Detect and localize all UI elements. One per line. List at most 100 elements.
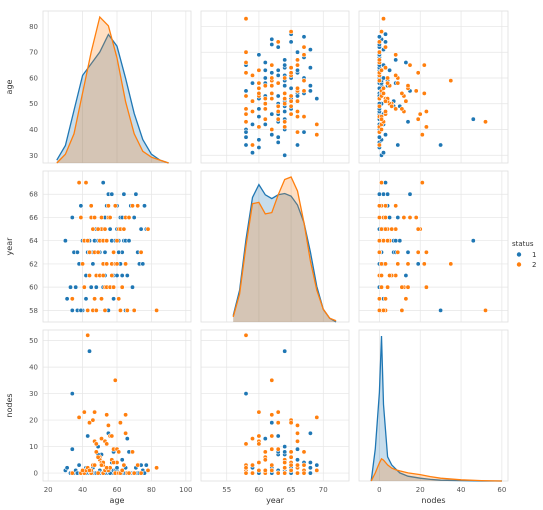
point-status-2	[256, 409, 262, 415]
point-status-2	[282, 459, 288, 465]
point-status-2	[123, 430, 129, 436]
point-status-1	[275, 93, 281, 99]
point-status-1	[438, 307, 444, 313]
point-status-2	[275, 39, 281, 45]
point-status-2	[117, 420, 123, 426]
point-status-2	[288, 467, 294, 473]
point-status-1	[470, 238, 476, 244]
point-status-2	[104, 465, 110, 471]
point-status-2	[282, 101, 288, 107]
legend-marker-status-1	[516, 251, 522, 258]
y-tick-label-age: 50	[29, 100, 38, 108]
point-status-2	[93, 449, 99, 455]
point-status-1	[256, 106, 262, 112]
point-status-2	[376, 39, 382, 45]
point-status-1	[382, 39, 388, 45]
y-tick-label-year: 64	[29, 237, 38, 245]
point-status-2	[389, 103, 395, 109]
point-status-1	[243, 129, 249, 135]
point-status-2	[288, 93, 294, 99]
point-status-2	[243, 59, 249, 65]
point-status-1	[256, 137, 262, 143]
point-status-2	[85, 238, 91, 244]
kde-line-status-1	[232, 183, 337, 323]
point-status-2	[482, 119, 488, 125]
point-status-2	[413, 215, 419, 221]
point-status-1	[307, 47, 313, 53]
point-status-1	[116, 249, 122, 255]
point-status-2	[145, 226, 151, 232]
point-status-2	[126, 470, 132, 476]
point-status-1	[256, 52, 262, 58]
point-status-1	[294, 142, 300, 148]
point-status-2	[314, 414, 320, 420]
point-status-1	[382, 132, 388, 138]
point-status-2	[399, 284, 405, 290]
point-status-2	[243, 332, 249, 338]
point-status-2	[123, 261, 129, 267]
point-status-2	[256, 90, 262, 96]
point-status-2	[419, 180, 425, 186]
point-status-1	[78, 307, 84, 313]
point-status-2	[405, 83, 411, 89]
point-status-2	[275, 409, 281, 415]
point-status-2	[415, 249, 421, 255]
kde-line-status-2	[56, 15, 169, 164]
point-status-2	[250, 462, 256, 468]
x-tick-label-year: 55	[222, 486, 231, 494]
point-status-1	[76, 462, 82, 468]
point-status-2	[288, 420, 294, 426]
point-status-1	[119, 272, 125, 278]
point-status-2	[301, 44, 307, 50]
point-status-2	[294, 114, 300, 120]
panel-age-vs-year	[200, 10, 350, 164]
point-status-2	[393, 106, 399, 112]
point-status-1	[69, 391, 75, 397]
point-status-2	[95, 470, 101, 476]
point-status-2	[256, 459, 262, 465]
x-tick-label-age: 60	[113, 486, 122, 494]
point-status-1	[124, 436, 130, 442]
point-status-1	[387, 215, 393, 221]
point-status-2	[382, 65, 388, 71]
y-tick-label-year: 60	[29, 284, 38, 292]
point-status-2	[393, 72, 399, 78]
point-status-2	[112, 377, 118, 383]
y-tick-label-age: 80	[29, 23, 38, 31]
point-status-2	[123, 412, 129, 418]
point-status-1	[376, 34, 382, 40]
point-status-2	[269, 462, 275, 468]
point-status-2	[83, 180, 89, 186]
point-status-1	[269, 36, 275, 42]
point-status-1	[282, 348, 288, 354]
y-tick-label-nodes: 50	[29, 337, 38, 345]
y-tick-label-year: 62	[29, 260, 38, 268]
point-status-1	[393, 57, 399, 63]
point-status-2	[301, 449, 307, 455]
point-status-1	[250, 80, 256, 86]
point-status-1	[387, 67, 393, 73]
point-status-2	[288, 65, 294, 71]
x-tick-label-age: 80	[147, 486, 156, 494]
x-axis-label-nodes: nodes	[421, 496, 445, 505]
point-status-1	[314, 96, 320, 102]
point-status-2	[403, 98, 409, 104]
y-tick-label-nodes: 0	[34, 470, 38, 478]
point-status-1	[262, 436, 268, 442]
panel-age-vs-age	[42, 10, 192, 164]
point-status-2	[393, 203, 399, 209]
point-status-1	[262, 59, 268, 65]
point-status-1	[382, 31, 388, 37]
point-status-2	[448, 261, 454, 267]
point-status-2	[130, 203, 136, 209]
point-status-1	[64, 296, 70, 302]
point-status-2	[395, 261, 401, 267]
point-status-2	[275, 116, 281, 122]
point-status-2	[95, 454, 101, 460]
point-status-2	[87, 272, 93, 278]
point-status-1	[307, 459, 313, 465]
point-status-1	[256, 114, 262, 120]
kde-line-status-2	[370, 457, 502, 482]
point-status-2	[288, 103, 294, 109]
